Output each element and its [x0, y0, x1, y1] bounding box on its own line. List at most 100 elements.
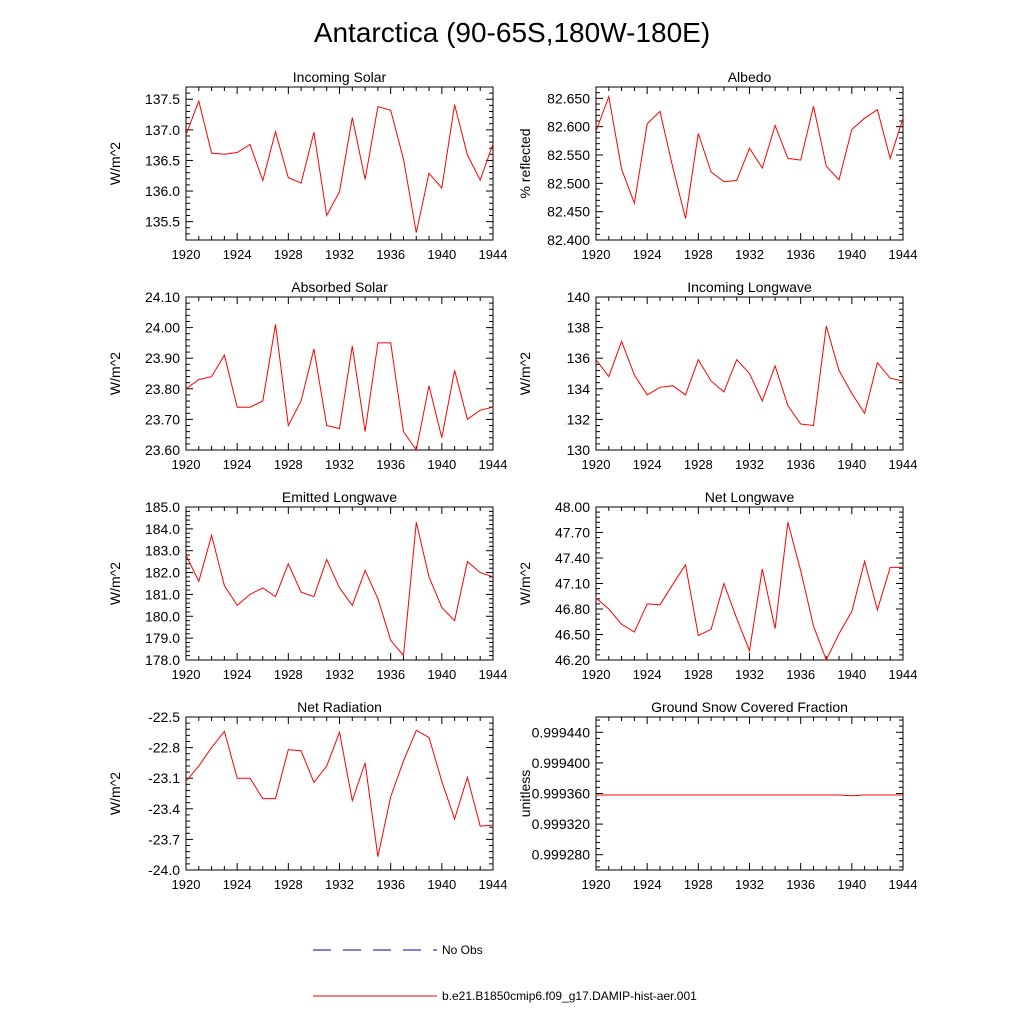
- plot-frame: [185, 86, 494, 241]
- y-tick-label: 23.80: [145, 381, 180, 397]
- x-tick-label: 1924: [633, 457, 662, 472]
- x-tick-label: 1928: [274, 457, 303, 472]
- x-tick-label: 1940: [427, 247, 456, 262]
- x-tick-label: 1920: [172, 667, 201, 682]
- y-tick-label: 47.10: [555, 576, 590, 592]
- panel-title: Incoming Solar: [293, 69, 387, 85]
- panel-1: Incoming Solar W/m^2 1920 1924 1928 1932 1936 1…: [107, 69, 507, 262]
- y-tick-label: 82.550: [547, 147, 590, 163]
- y-tick-label: 46.80: [555, 601, 590, 617]
- y-tick-label: 180.0: [145, 608, 180, 624]
- x-tick-label: 1928: [684, 877, 713, 892]
- y-tick-label: 0.999360: [532, 786, 591, 802]
- x-tick-label: 1936: [376, 667, 405, 682]
- x-tick-label: 1944: [889, 667, 918, 682]
- panels-group: Incoming Solar W/m^2 1920 1924 1928 1932 1936 1…: [107, 69, 917, 892]
- panel-3: Absorbed Solar W/m^2 1920 1924 1928 1932 1936 1…: [107, 279, 507, 472]
- x-tick-label: 1940: [427, 667, 456, 682]
- plot-frame: [595, 506, 904, 661]
- y-tick-label: 135.5: [145, 214, 180, 230]
- x-tick-label: 1936: [786, 667, 815, 682]
- x-tick-label: 1924: [223, 247, 252, 262]
- legend-model-label: b.e21.B1850cmip6.f09_g17.DAMIP-hist-aer.…: [442, 989, 697, 1003]
- x-tick-label: 1920: [172, 247, 201, 262]
- legend-obs-label: No Obs: [442, 943, 483, 957]
- x-tick-label: 1924: [223, 877, 252, 892]
- x-tick-label: 1936: [786, 247, 815, 262]
- panel-title: Emitted Longwave: [282, 489, 397, 505]
- x-tick-label: 1932: [325, 877, 354, 892]
- y-tick-label: 23.70: [145, 411, 180, 427]
- y-tick-label: 179.0: [145, 630, 180, 646]
- x-tick-label: 1928: [274, 877, 303, 892]
- y-tick-label: 137.5: [145, 91, 180, 107]
- y-tick-label: 182.0: [145, 565, 180, 581]
- y-axis-label: W/m^2: [517, 352, 533, 395]
- x-tick-label: 1940: [837, 667, 866, 682]
- series-line: [185, 99, 494, 233]
- x-tick-label: 1920: [582, 667, 611, 682]
- y-tick-label: 138: [567, 320, 591, 336]
- series-line: [185, 522, 494, 657]
- x-tick-label: 1928: [684, 247, 713, 262]
- y-tick-label: -22.5: [148, 709, 180, 725]
- x-tick-label: 1936: [786, 877, 815, 892]
- y-tick-label: 46.50: [555, 627, 590, 643]
- y-tick-label: 132: [567, 411, 591, 427]
- y-axis-label: W/m^2: [107, 142, 123, 185]
- x-tick-label: 1932: [735, 667, 764, 682]
- y-tick-label: 140: [567, 289, 591, 305]
- y-tick-label: 23.90: [145, 350, 180, 366]
- panel-title: Absorbed Solar: [291, 279, 388, 295]
- x-tick-label: 1932: [325, 457, 354, 472]
- panel-title: Incoming Longwave: [687, 279, 812, 295]
- x-tick-label: 1928: [684, 457, 713, 472]
- x-tick-label: 1932: [325, 247, 354, 262]
- y-tick-label: 47.40: [555, 550, 590, 566]
- y-tick-label: 0.999320: [532, 816, 591, 832]
- panel-5: Emitted Longwave W/m^2 1920 1924 1928 1932 193…: [107, 489, 507, 682]
- panel-title: Net Radiation: [297, 699, 382, 715]
- x-tick-label: 1928: [274, 667, 303, 682]
- y-axis-label: W/m^2: [517, 562, 533, 605]
- x-tick-label: 1940: [837, 247, 866, 262]
- x-tick-label: 1920: [172, 457, 201, 472]
- x-tick-label: 1936: [786, 457, 815, 472]
- y-tick-label: -24.0: [148, 862, 180, 878]
- panel-title: Ground Snow Covered Fraction: [651, 699, 848, 715]
- x-tick-label: 1936: [376, 457, 405, 472]
- x-tick-label: 1920: [172, 877, 201, 892]
- figure-title: Antarctica (90-65S,180W-180E): [314, 17, 710, 48]
- series-line: [185, 324, 494, 452]
- x-tick-label: 1940: [837, 457, 866, 472]
- plot-frame: [185, 506, 494, 661]
- y-tick-label: 82.400: [547, 232, 590, 248]
- x-tick-label: 1932: [735, 877, 764, 892]
- y-tick-label: 23.60: [145, 442, 180, 458]
- y-axis-label: W/m^2: [107, 352, 123, 395]
- y-tick-label: 48.00: [555, 499, 590, 515]
- plot-frame: [595, 86, 904, 241]
- x-tick-label: 1928: [274, 247, 303, 262]
- y-axis-label: W/m^2: [107, 772, 123, 815]
- y-axis-label: W/m^2: [107, 562, 123, 605]
- y-tick-label: 47.70: [555, 525, 590, 541]
- y-tick-label: 136: [567, 350, 591, 366]
- panel-2: Albedo % reflected 1920 1924 1928 1932 1936 194…: [517, 69, 917, 262]
- x-tick-label: 1940: [427, 457, 456, 472]
- x-tick-label: 1932: [735, 457, 764, 472]
- x-tick-label: 1936: [376, 877, 405, 892]
- x-tick-label: 1944: [889, 247, 918, 262]
- x-tick-label: 1920: [582, 877, 611, 892]
- y-tick-label: 0.999440: [532, 724, 591, 740]
- x-tick-label: 1920: [582, 247, 611, 262]
- panel-6: Net Longwave W/m^2 1920 1924 1928 1932 1936 194…: [517, 489, 917, 682]
- series-line: [185, 729, 494, 857]
- x-tick-label: 1940: [837, 877, 866, 892]
- y-tick-label: 24.00: [145, 320, 180, 336]
- y-tick-label: 136.5: [145, 152, 180, 168]
- y-tick-label: 24.10: [145, 289, 180, 305]
- plot-frame: [595, 716, 904, 871]
- x-tick-label: 1920: [582, 457, 611, 472]
- x-tick-label: 1924: [223, 457, 252, 472]
